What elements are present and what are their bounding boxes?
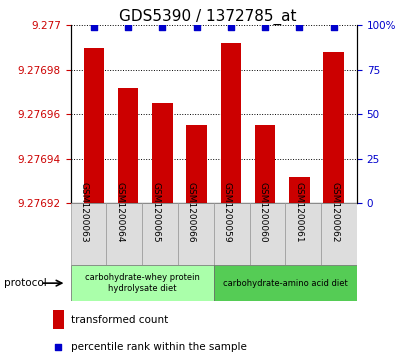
- Bar: [214, 203, 249, 265]
- Text: GSM1200061: GSM1200061: [294, 182, 303, 243]
- Text: transformed count: transformed count: [71, 315, 168, 325]
- Text: carbohydrate-amino acid diet: carbohydrate-amino acid diet: [223, 279, 348, 287]
- Bar: [285, 203, 321, 265]
- Text: percentile rank within the sample: percentile rank within the sample: [71, 342, 247, 352]
- Bar: [321, 203, 357, 265]
- Bar: [323, 52, 344, 203]
- Text: GSM1200066: GSM1200066: [187, 182, 196, 243]
- Point: [330, 24, 337, 30]
- Text: GSM1200059: GSM1200059: [222, 182, 232, 243]
- Point: [227, 24, 234, 30]
- Text: GSM1200064: GSM1200064: [115, 182, 124, 243]
- Point: [125, 24, 132, 30]
- Bar: [71, 203, 106, 265]
- Bar: [255, 126, 276, 203]
- Bar: [214, 265, 357, 301]
- Bar: [53, 310, 63, 330]
- Point: [262, 24, 269, 30]
- Bar: [249, 203, 285, 265]
- Point: [159, 24, 166, 30]
- Point: [90, 24, 97, 30]
- Bar: [186, 126, 207, 203]
- Bar: [152, 103, 173, 203]
- Text: GSM1200065: GSM1200065: [151, 182, 160, 243]
- Point: [55, 344, 62, 350]
- Bar: [106, 203, 142, 265]
- Bar: [142, 203, 178, 265]
- Text: GSM1200063: GSM1200063: [79, 182, 88, 243]
- Bar: [289, 177, 310, 203]
- Text: GSM1200060: GSM1200060: [259, 182, 267, 243]
- Bar: [71, 265, 214, 301]
- Bar: [118, 87, 138, 203]
- Point: [193, 24, 200, 30]
- Text: carbohydrate-whey protein
hydrolysate diet: carbohydrate-whey protein hydrolysate di…: [85, 273, 200, 293]
- Point: [296, 24, 303, 30]
- Text: GDS5390 / 1372785_at: GDS5390 / 1372785_at: [119, 9, 296, 25]
- Text: GSM1200062: GSM1200062: [330, 182, 339, 243]
- Text: protocol: protocol: [4, 278, 47, 288]
- Bar: [221, 43, 241, 203]
- Bar: [83, 48, 104, 203]
- Bar: [178, 203, 214, 265]
